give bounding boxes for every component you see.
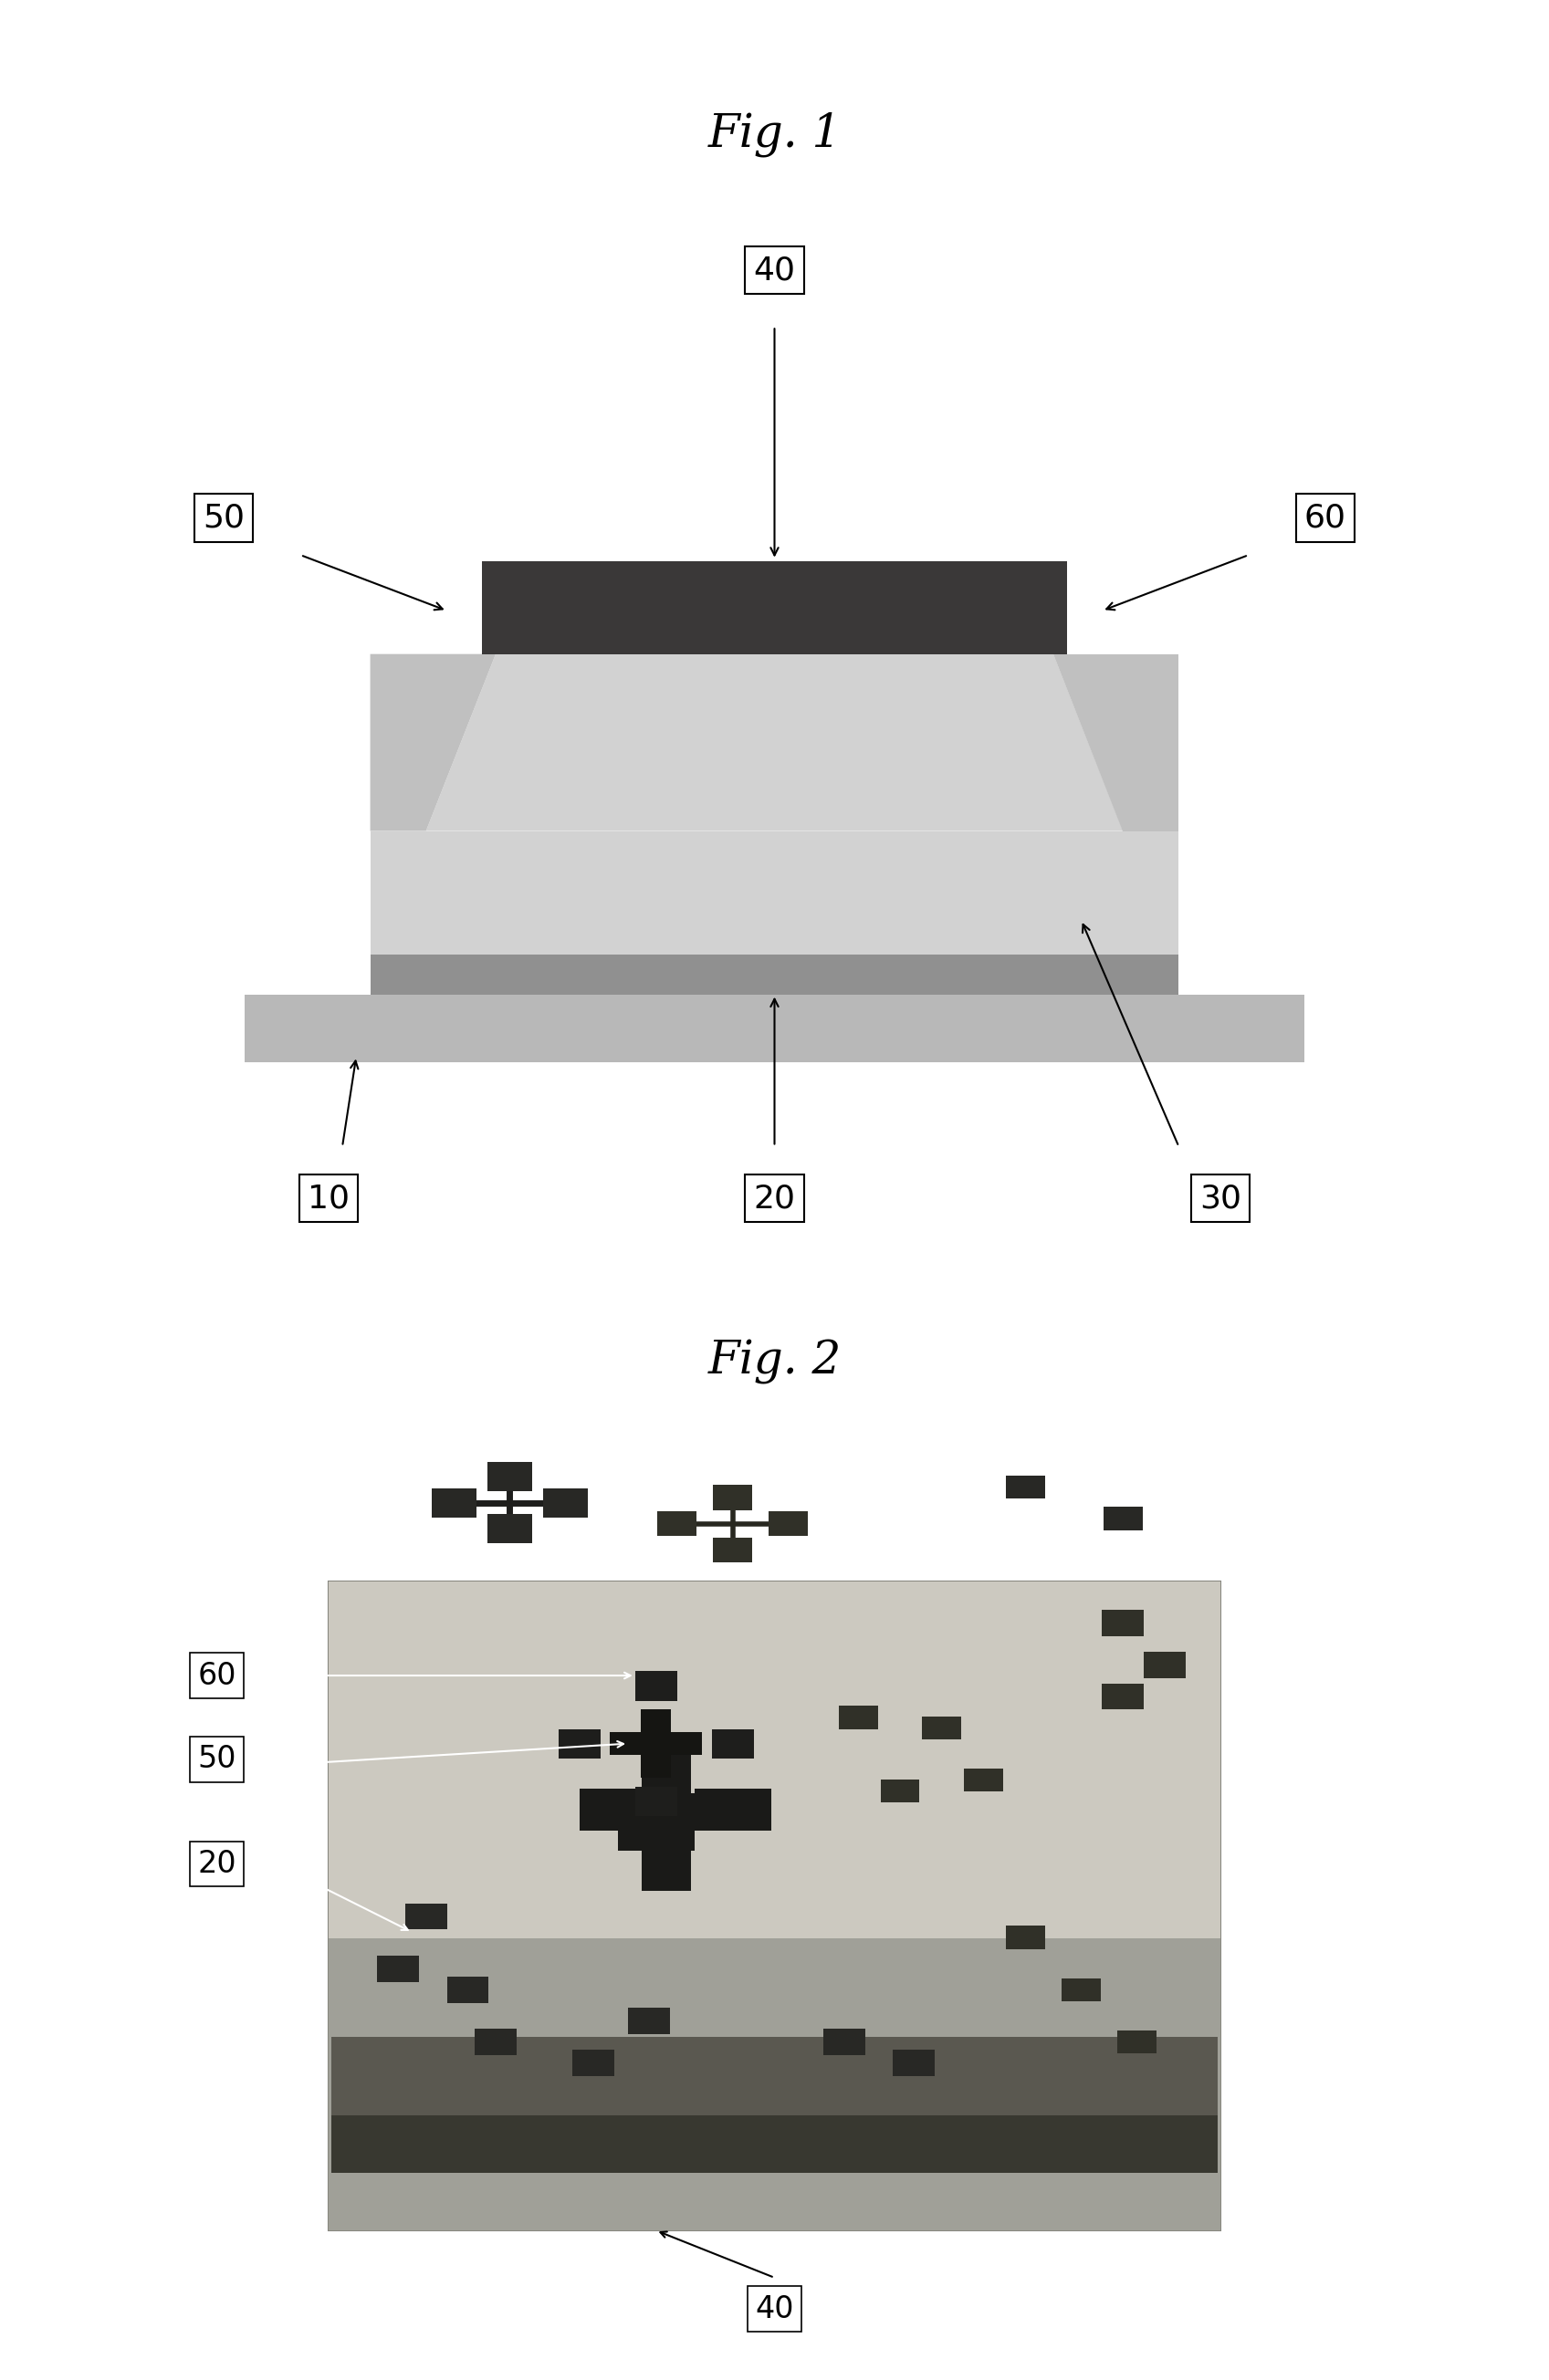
Bar: [331, 2116, 1218, 2173]
Bar: [1005, 1925, 1046, 1949]
Bar: [643, 1852, 691, 1892]
Bar: [370, 954, 1179, 995]
Bar: [713, 1485, 753, 1509]
Bar: [482, 562, 1067, 654]
Bar: [892, 2049, 936, 2075]
Bar: [1103, 1683, 1143, 1709]
Bar: [488, 1461, 531, 1492]
Polygon shape: [426, 654, 1123, 831]
Bar: [618, 1795, 694, 1852]
Bar: [406, 1904, 448, 1930]
Bar: [559, 1728, 601, 1759]
Polygon shape: [370, 654, 496, 831]
Text: 40: 40: [754, 2294, 795, 2325]
Bar: [768, 1511, 809, 1535]
Bar: [1117, 2030, 1157, 2054]
Bar: [694, 1790, 771, 1830]
Bar: [378, 1956, 418, 1983]
Bar: [328, 1937, 1221, 2230]
Bar: [328, 1580, 1221, 2230]
Bar: [922, 1716, 962, 1740]
Bar: [880, 1780, 920, 1802]
Bar: [328, 1580, 1221, 1937]
Bar: [657, 1511, 697, 1535]
Bar: [331, 2037, 1218, 2173]
Text: 60: 60: [1304, 502, 1346, 533]
Bar: [824, 2028, 864, 2054]
Bar: [635, 1671, 677, 1702]
Text: Fig. 2: Fig. 2: [708, 1340, 841, 1383]
Bar: [1103, 1507, 1143, 1530]
Text: 40: 40: [753, 255, 796, 286]
Text: 50: 50: [197, 1745, 237, 1775]
Bar: [641, 1709, 671, 1778]
Bar: [963, 1768, 1004, 1792]
Bar: [245, 995, 1304, 1061]
Text: 20: 20: [753, 1183, 796, 1214]
Bar: [544, 1488, 587, 1518]
Bar: [713, 1537, 753, 1561]
Bar: [476, 2028, 517, 2054]
Text: 50: 50: [203, 502, 245, 533]
Bar: [713, 1728, 753, 1759]
Text: 10: 10: [307, 1183, 350, 1214]
Bar: [838, 1706, 878, 1728]
Bar: [448, 1975, 489, 2002]
Bar: [1143, 1652, 1187, 1678]
Bar: [432, 1488, 476, 1518]
Bar: [1005, 1476, 1046, 1499]
Bar: [573, 2049, 615, 2075]
Bar: [629, 2009, 671, 2035]
Polygon shape: [1053, 654, 1179, 831]
Bar: [1103, 1609, 1143, 1635]
Bar: [643, 1754, 691, 1795]
Bar: [635, 1787, 677, 1816]
Bar: [370, 831, 1179, 954]
Bar: [610, 1733, 702, 1754]
Text: 60: 60: [197, 1661, 237, 1690]
Bar: [488, 1514, 531, 1545]
Text: 20: 20: [197, 1849, 237, 1880]
Bar: [1061, 1978, 1101, 2002]
Text: 30: 30: [1199, 1183, 1242, 1214]
Bar: [579, 1790, 657, 1830]
Text: Fig. 1: Fig. 1: [708, 112, 841, 157]
